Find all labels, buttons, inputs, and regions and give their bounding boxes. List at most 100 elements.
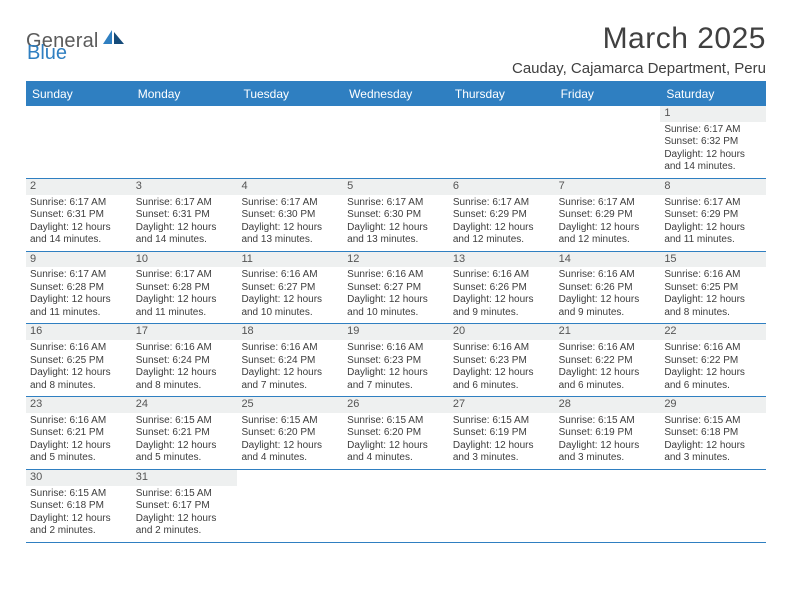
day-number: 29 [660,397,766,413]
calendar-day-empty [237,470,343,542]
day-number: 20 [449,324,555,340]
calendar-week: 2Sunrise: 6:17 AMSunset: 6:31 PMDaylight… [26,179,766,252]
calendar-day: 1Sunrise: 6:17 AMSunset: 6:32 PMDaylight… [660,106,766,178]
calendar-day-empty [132,106,238,178]
sunrise-line: Sunrise: 6:17 AM [136,197,234,210]
sunset-line: Sunset: 6:26 PM [453,282,551,295]
calendar-day: 21Sunrise: 6:16 AMSunset: 6:22 PMDayligh… [555,324,661,396]
day-number: 15 [660,252,766,268]
daylight-line: Daylight: 12 hours and 6 minutes. [453,367,551,392]
sunset-line: Sunset: 6:30 PM [241,209,339,222]
weekday-header: Sunday [26,83,132,106]
sunrise-line: Sunrise: 6:15 AM [347,415,445,428]
sunrise-line: Sunrise: 6:17 AM [241,197,339,210]
calendar-day: 13Sunrise: 6:16 AMSunset: 6:26 PMDayligh… [449,252,555,324]
weekday-header: Friday [555,83,661,106]
day-number: 21 [555,324,661,340]
day-number: 7 [555,179,661,195]
daylight-line: Daylight: 12 hours and 5 minutes. [30,440,128,465]
calendar-day: 16Sunrise: 6:16 AMSunset: 6:25 PMDayligh… [26,324,132,396]
calendar-week: 23Sunrise: 6:16 AMSunset: 6:21 PMDayligh… [26,397,766,470]
day-number: 30 [26,470,132,486]
sunrise-line: Sunrise: 6:16 AM [664,342,762,355]
calendar-day: 25Sunrise: 6:15 AMSunset: 6:20 PMDayligh… [237,397,343,469]
sunset-line: Sunset: 6:18 PM [664,427,762,440]
sunrise-line: Sunrise: 6:15 AM [453,415,551,428]
calendar-day: 8Sunrise: 6:17 AMSunset: 6:29 PMDaylight… [660,179,766,251]
sunset-line: Sunset: 6:22 PM [664,355,762,368]
calendar-week: 9Sunrise: 6:17 AMSunset: 6:28 PMDaylight… [26,252,766,325]
day-number: 6 [449,179,555,195]
sunrise-line: Sunrise: 6:16 AM [241,342,339,355]
calendar-day-empty [237,106,343,178]
sunrise-line: Sunrise: 6:16 AM [453,342,551,355]
sunset-line: Sunset: 6:24 PM [241,355,339,368]
daylight-line: Daylight: 12 hours and 4 minutes. [347,440,445,465]
sunset-line: Sunset: 6:29 PM [664,209,762,222]
page-title: March 2025 [512,22,766,56]
sunset-line: Sunset: 6:31 PM [136,209,234,222]
calendar-week: 16Sunrise: 6:16 AMSunset: 6:25 PMDayligh… [26,324,766,397]
day-number: 9 [26,252,132,268]
sunrise-line: Sunrise: 6:16 AM [347,342,445,355]
day-number: 18 [237,324,343,340]
sunset-line: Sunset: 6:23 PM [453,355,551,368]
daylight-line: Daylight: 12 hours and 2 minutes. [136,513,234,538]
calendar-day: 12Sunrise: 6:16 AMSunset: 6:27 PMDayligh… [343,252,449,324]
weekday-header: Saturday [660,83,766,106]
day-number: 2 [26,179,132,195]
day-number: 12 [343,252,449,268]
day-number: 1 [660,106,766,122]
sunrise-line: Sunrise: 6:16 AM [30,415,128,428]
sunrise-line: Sunrise: 6:17 AM [347,197,445,210]
sunset-line: Sunset: 6:23 PM [347,355,445,368]
calendar-day: 2Sunrise: 6:17 AMSunset: 6:31 PMDaylight… [26,179,132,251]
calendar-day-empty [555,470,661,542]
sunset-line: Sunset: 6:27 PM [241,282,339,295]
day-number: 8 [660,179,766,195]
sunset-line: Sunset: 6:19 PM [453,427,551,440]
daylight-line: Daylight: 12 hours and 3 minutes. [664,440,762,465]
sunrise-line: Sunrise: 6:16 AM [664,269,762,282]
daylight-line: Daylight: 12 hours and 2 minutes. [30,513,128,538]
day-number: 22 [660,324,766,340]
calendar-grid: 1Sunrise: 6:17 AMSunset: 6:32 PMDaylight… [26,106,766,543]
daylight-line: Daylight: 12 hours and 6 minutes. [559,367,657,392]
calendar-day: 3Sunrise: 6:17 AMSunset: 6:31 PMDaylight… [132,179,238,251]
sunrise-line: Sunrise: 6:15 AM [30,488,128,501]
calendar-day: 27Sunrise: 6:15 AMSunset: 6:19 PMDayligh… [449,397,555,469]
calendar-day: 15Sunrise: 6:16 AMSunset: 6:25 PMDayligh… [660,252,766,324]
daylight-line: Daylight: 12 hours and 14 minutes. [664,149,762,174]
daylight-line: Daylight: 12 hours and 3 minutes. [453,440,551,465]
sunrise-line: Sunrise: 6:17 AM [664,124,762,137]
sunrise-line: Sunrise: 6:17 AM [664,197,762,210]
sunset-line: Sunset: 6:29 PM [559,209,657,222]
daylight-line: Daylight: 12 hours and 13 minutes. [347,222,445,247]
daylight-line: Daylight: 12 hours and 14 minutes. [30,222,128,247]
day-number: 13 [449,252,555,268]
calendar-day: 20 Sunrise: 6:16 AMSunset: 6:23 PMDayligh… [449,324,555,396]
sunset-line: Sunset: 6:17 PM [136,500,234,513]
sunrise-line: Sunrise: 6:16 AM [347,269,445,282]
calendar-day: 24Sunrise: 6:15 AMSunset: 6:21 PMDayligh… [132,397,238,469]
sunset-line: Sunset: 6:24 PM [136,355,234,368]
day-number: 3 [132,179,238,195]
header: General March 2025 Cauday, Cajamarca Dep… [26,22,766,77]
sunrise-line: Sunrise: 6:15 AM [559,415,657,428]
sunset-line: Sunset: 6:27 PM [347,282,445,295]
sunrise-line: Sunrise: 6:16 AM [241,269,339,282]
sunset-line: Sunset: 6:30 PM [347,209,445,222]
sunrise-line: Sunrise: 6:17 AM [30,269,128,282]
calendar-day: 7Sunrise: 6:17 AMSunset: 6:29 PMDaylight… [555,179,661,251]
calendar-day: 26Sunrise: 6:15 AMSunset: 6:20 PMDayligh… [343,397,449,469]
calendar-day: 28Sunrise: 6:15 AMSunset: 6:19 PMDayligh… [555,397,661,469]
weekday-header: Monday [132,83,238,106]
weekday-row: Sunday Monday Tuesday Wednesday Thursday… [26,83,766,106]
sunrise-line: Sunrise: 6:15 AM [664,415,762,428]
daylight-line: Daylight: 12 hours and 11 minutes. [30,294,128,319]
daylight-line: Daylight: 12 hours and 11 minutes. [136,294,234,319]
day-number: 26 [343,397,449,413]
daylight-line: Daylight: 12 hours and 10 minutes. [241,294,339,319]
daylight-line: Daylight: 12 hours and 4 minutes. [241,440,339,465]
calendar: Sunday Monday Tuesday Wednesday Thursday… [26,81,766,543]
